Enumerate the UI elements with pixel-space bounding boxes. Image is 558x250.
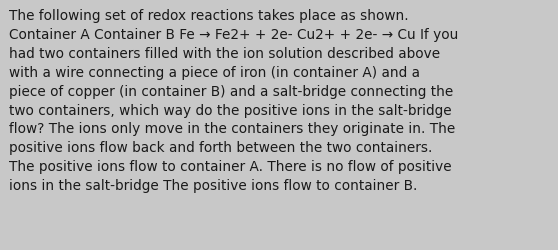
Text: The following set of redox reactions takes place as shown.
Container A Container: The following set of redox reactions tak… xyxy=(9,9,458,192)
